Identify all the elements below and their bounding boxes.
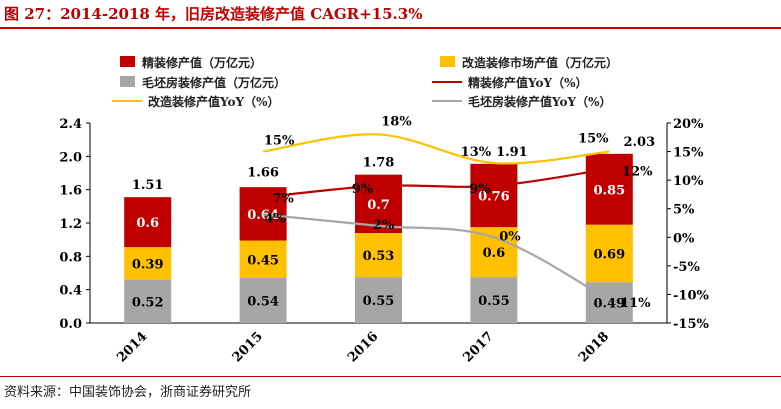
yoy-label: 9%: [352, 182, 374, 197]
yoy-label: 15%: [578, 132, 609, 147]
x-tick-label: 2018: [576, 329, 612, 365]
legend-swatch: [120, 76, 135, 87]
bar-segment: [355, 233, 402, 278]
legend-swatch: [120, 56, 135, 67]
bar-segment: [124, 197, 172, 248]
x-tick-label: 2015: [230, 329, 266, 365]
yoy-label: 4%: [264, 211, 286, 226]
yoy-label: 11%: [620, 296, 651, 311]
y-left-tick-label: 2.4: [59, 117, 82, 132]
y-right-tick-label: -10%: [673, 288, 709, 303]
chart: 精装修产值（万亿元） 改造装修市场产值（万亿元） 毛坯房装修产值（万亿元） 精装修产值…: [59, 55, 709, 365]
y-left-tick-label: 0.0: [59, 317, 82, 332]
y-left-tick-label: 0.8: [59, 250, 82, 265]
yoy-label: 7%: [272, 191, 294, 206]
bar-value-label: 0.54: [247, 295, 279, 310]
legend-label: 精装修产值YoY（%）: [468, 75, 588, 90]
bar-value-label: 0.53: [363, 249, 395, 264]
total-label: 1.51: [132, 178, 164, 193]
bar-segment: [470, 277, 518, 323]
bar-value-label: 0.76: [478, 190, 510, 205]
y-left-tick-label: 1.6: [59, 184, 82, 199]
title-rule: [0, 27, 781, 29]
total-label: 1.66: [247, 166, 279, 181]
legend-label: 精装修产值（万亿元）: [142, 55, 262, 70]
yoy-line: [262, 133, 610, 165]
bar-value-label: 0.55: [363, 294, 395, 309]
y-left-tick-label: 2.0: [59, 150, 82, 165]
bar-segment: [585, 153, 633, 225]
y-right-tick-label: 0%: [673, 231, 695, 246]
legend-label: 毛坯房装修产值（万亿元）: [142, 75, 286, 90]
footer-rule: [0, 376, 781, 377]
legend-label: 毛坯房装修产值YoY（%）: [468, 94, 612, 109]
y-right-tick-label: 20%: [673, 117, 704, 132]
source-note: 资料来源：中国装饰协会，浙商证券研究所: [4, 385, 252, 400]
bar-value-label: 0.52: [132, 295, 164, 310]
yoy-label: 9%: [469, 182, 491, 197]
yoy-label: 13%: [461, 145, 492, 160]
bar-segment: [355, 277, 402, 323]
bar-value-label: 0.7: [367, 198, 390, 213]
legend-label: 改造装修产值YoY（%）: [148, 94, 280, 109]
legend-swatch: [440, 56, 455, 67]
bar-value-label: 0.55: [478, 294, 510, 309]
y-right-tick-label: 15%: [673, 146, 704, 161]
bar-segment: [124, 247, 172, 280]
total-label: 1.91: [496, 145, 528, 160]
yoy-label: 15%: [264, 134, 295, 149]
yoy-label: 18%: [381, 114, 412, 129]
bar-value-label: 0.49: [593, 297, 625, 312]
x-tick-label: 2017: [461, 329, 497, 365]
total-label: 1.78: [363, 156, 395, 171]
y-right-tick-label: 10%: [673, 174, 704, 189]
bar-value-label: 0.69: [593, 247, 625, 262]
yoy-line: [262, 213, 610, 302]
legend-label: 改造装修市场产值（万亿元）: [462, 55, 618, 70]
x-tick-label: 2016: [345, 329, 381, 365]
bar-value-label: 0.6: [483, 246, 506, 261]
bar-segment: [239, 240, 287, 278]
yoy-label: 0%: [499, 229, 521, 244]
yoy-label: 12%: [622, 165, 653, 180]
bar-segment: [239, 278, 287, 323]
y-right-tick-label: -15%: [673, 317, 709, 332]
bar-value-label: 0.45: [247, 253, 279, 268]
total-label: 2.03: [623, 135, 655, 150]
x-tick-label: 2014: [114, 329, 150, 365]
y-left-tick-label: 0.4: [59, 284, 82, 299]
bar-value-label: 0.6: [136, 216, 159, 231]
bar-segment: [585, 224, 633, 283]
bar-segment: [470, 227, 518, 278]
y-right-tick-label: 5%: [673, 203, 695, 218]
bar-segment: [470, 163, 518, 228]
bar-value-label: 0.39: [132, 257, 164, 272]
y-left-tick-label: 1.2: [59, 217, 82, 232]
yoy-label: 2%: [373, 218, 395, 233]
y-right-tick-label: -5%: [673, 260, 700, 275]
bar-segment: [124, 279, 172, 323]
bar-segment: [585, 282, 633, 323]
figure-title: 图 27：2014-2018 年，旧房改造装修产值 CAGR+15.3%: [4, 5, 423, 23]
bar-value-label: 0.85: [593, 183, 625, 198]
yoy-line: [262, 167, 610, 199]
